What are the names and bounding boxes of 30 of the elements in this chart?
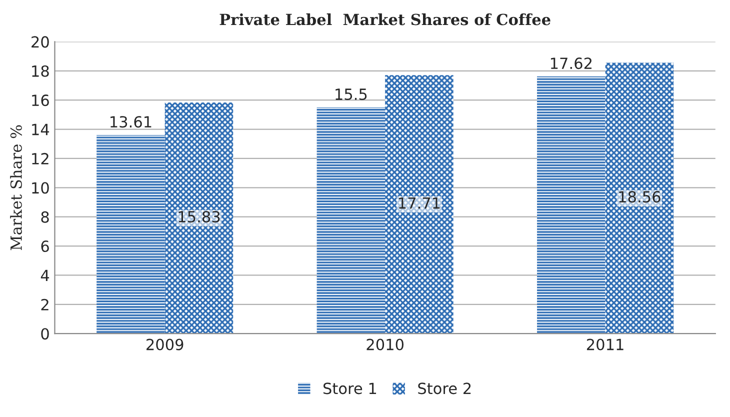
x-tick-label: 2009 — [146, 338, 184, 350]
data-label: 17.71 — [399, 197, 440, 209]
bar — [605, 62, 674, 334]
bar — [385, 75, 454, 334]
legend-label: Store 1 — [323, 382, 376, 394]
data-label: 15.83 — [178, 210, 220, 223]
y-tick-label: 10 — [32, 182, 49, 194]
bar — [96, 134, 165, 334]
data-label: 17.62 — [550, 58, 592, 70]
y-tick-label: 16 — [32, 94, 49, 106]
data-label: 13.61 — [110, 116, 152, 128]
y-tick-label: 18 — [32, 65, 49, 77]
bar — [537, 76, 606, 334]
chart-title: Private Label Market Shares of Coffee — [220, 13, 550, 26]
bar — [164, 102, 234, 334]
y-tick-label: 6 — [41, 240, 49, 252]
y-axis-title: Market Share % — [10, 125, 22, 250]
y-tick-label: 12 — [32, 152, 48, 164]
y-tick-label: 2 — [41, 298, 48, 310]
data-label: 15.5 — [336, 88, 367, 100]
bar — [316, 107, 386, 334]
y-tick-label: 14 — [32, 124, 50, 136]
data-label: 18.56 — [619, 191, 660, 203]
y-tick-label: 0 — [41, 328, 49, 340]
y-tick-label: 20 — [32, 36, 49, 48]
y-tick-label: 4 — [40, 270, 50, 282]
x-tick-label: 2011 — [586, 338, 624, 350]
y-tick-label: 8 — [41, 211, 49, 223]
x-tick-label: 2010 — [366, 338, 404, 350]
legend-label: Store 2 — [418, 382, 471, 394]
